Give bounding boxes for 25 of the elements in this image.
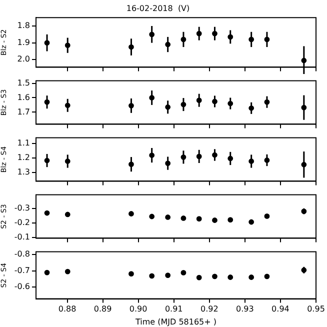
y-tick-label: 1.7 [17, 107, 30, 116]
y-tick-label: -0.2 [14, 218, 30, 228]
x-tick-label: 0.94 [272, 304, 290, 314]
x-tick-label: 0.88 [58, 304, 76, 314]
y-tick-label: 2.0 [17, 54, 30, 64]
y-tick-label: -0.3 [14, 204, 30, 213]
y-tick-label: 1.9 [17, 38, 30, 47]
x-tick-label: 0.91 [164, 304, 183, 314]
x-tick-label: 0.93 [236, 304, 254, 314]
y-tick-label: -0.7 [14, 266, 30, 275]
y-tick-label: 1.1 [17, 138, 30, 148]
x-axis-title: Time (MJD 58165+ ) [134, 317, 217, 326]
y-tick-label: 1.8 [17, 21, 30, 30]
x-tick-label: 0.90 [129, 304, 148, 314]
y-tick-label: 1.6 [17, 92, 30, 102]
x-tick-label: 0.95 [307, 304, 325, 314]
y-tick-label: 1.2 [17, 152, 30, 162]
x-tick-label: 0.89 [94, 304, 112, 314]
y-tick-label: -0.1 [14, 232, 30, 242]
y-tick-label: -0.8 [14, 250, 30, 259]
y-tick-label: 1.3 [17, 168, 30, 177]
y-tick-label: 1.5 [17, 78, 30, 88]
x-tick-label: 0.92 [200, 304, 218, 314]
chart-title: 16-02-2018 (V) [126, 4, 190, 13]
y-tick-label: -0.6 [14, 282, 30, 292]
